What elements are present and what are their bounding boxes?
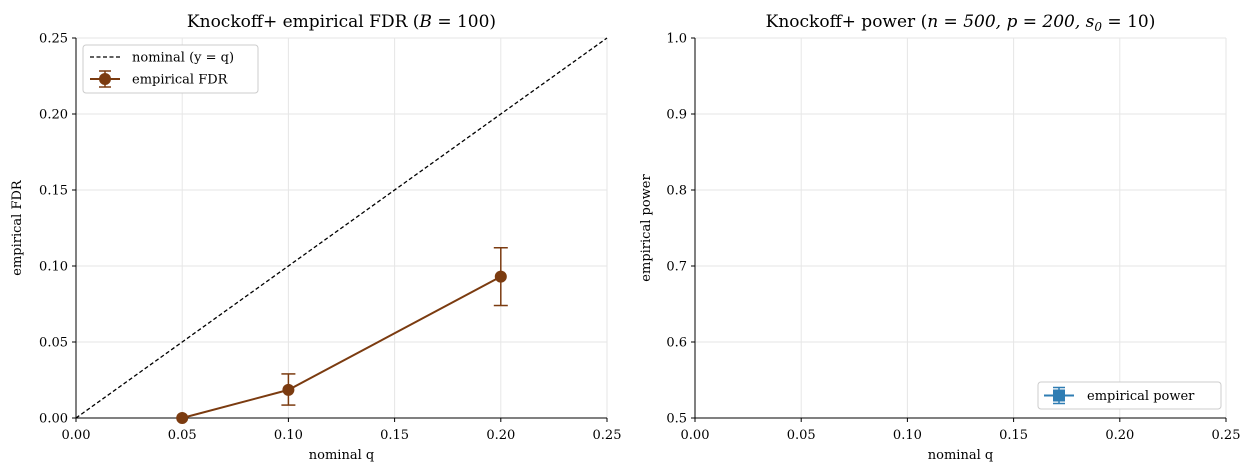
x-tick-label: 0.15 (380, 428, 409, 443)
x-tick-label: 0.15 (999, 428, 1028, 443)
y-tick-label: 0.20 (39, 108, 68, 123)
y-axis-label: empirical FDR (10, 179, 25, 276)
y-tick-label: 0.7 (666, 260, 687, 275)
y-tick-label: 0.5 (666, 412, 687, 427)
x-tick-label: 0.10 (893, 428, 922, 443)
x-tick-label: 0.05 (787, 428, 816, 443)
y-tick-label: 1.0 (666, 32, 687, 47)
chart-power: 0.00 0.05 0.10 0.15 0.20 0.25 0.5 0.6 0.7 0.8 0.9 1… (639, 12, 1240, 463)
fdr-series-line (181, 275, 502, 419)
legend-nominal-label: nominal (y = q) (132, 51, 234, 66)
legend-fdr-label: empirical FDR (132, 73, 229, 88)
legend-box (1037, 381, 1222, 410)
x-tick-label: 0.10 (274, 428, 303, 443)
data-point (282, 383, 295, 396)
chart-title-math-subscript: 0 (1094, 20, 1102, 34)
x-tick-label: 0.25 (1212, 428, 1241, 443)
chart-title-math: B (418, 12, 432, 32)
x-tick-label: 0.00 (62, 428, 91, 443)
x-tick-label: 0.20 (1105, 428, 1134, 443)
x-axis-label: nominal q (928, 448, 993, 463)
legend-power-label: empirical power (1087, 389, 1195, 404)
legend-box (82, 44, 259, 94)
x-tick-label: 0.00 (681, 428, 710, 443)
y-tick-label: 0.6 (666, 336, 687, 351)
nominal-line (75, 37, 608, 419)
y-tick-label: 0.25 (39, 32, 68, 47)
y-tick-label: 0.10 (39, 260, 68, 275)
x-tick-label: 0.20 (486, 428, 515, 443)
data-point (494, 270, 507, 283)
chart-title: Knockoff+ empirical FDR (B = 100) (187, 12, 496, 32)
y-tick-label: 0.00 (39, 412, 68, 427)
y-tick-label: 0.15 (39, 184, 68, 199)
y-tick-label: 0.9 (666, 108, 687, 123)
chart-title: Knockoff+ power (n = 500, p = 200, s0 = … (766, 12, 1156, 34)
y-tick-label: 0.05 (39, 336, 68, 351)
x-tick-label: 0.05 (168, 428, 197, 443)
legend: nominal (y = q) empirical FDR (82, 44, 259, 94)
y-tick-label: 0.8 (666, 184, 687, 199)
legend-power-swatch-marker (1053, 389, 1065, 402)
chart-title-math: n = 500, p = 200, s (927, 12, 1094, 32)
chart-title-text: Knockoff+ empirical FDR ( (187, 12, 420, 32)
chart-title-rest: = 100) (432, 12, 496, 32)
legend: empirical power (1037, 381, 1222, 410)
x-tick-label: 0.25 (593, 428, 622, 443)
y-axis-label: empirical power (639, 174, 654, 282)
data-point (176, 412, 189, 424)
chart-title-text: Knockoff+ power ( (766, 12, 928, 32)
chart-fdr: 0.00 0.05 0.10 0.15 0.20 0.25 0.00 0.05 0.10 0.15… (10, 12, 621, 463)
legend-fdr-swatch-marker (99, 73, 111, 85)
x-axis-label: nominal q (309, 448, 374, 463)
chart-title-rest: = 10) (1102, 12, 1155, 32)
